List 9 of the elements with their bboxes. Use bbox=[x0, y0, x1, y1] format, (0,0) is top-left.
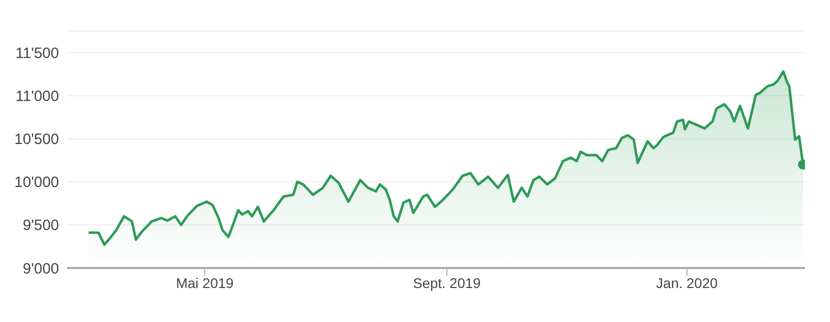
y-tick-label: 10'000 bbox=[14, 174, 59, 192]
y-tick-label: 9'500 bbox=[22, 217, 59, 234]
y-tick-label: 11'000 bbox=[16, 88, 59, 105]
x-tick-label: Jan. 2020 bbox=[656, 274, 718, 291]
y-tick-label: 11'500 bbox=[16, 44, 59, 62]
y-tick-label: 10'500 bbox=[14, 131, 59, 148]
x-tick-label: Sept. 2019 bbox=[412, 274, 481, 291]
y-tick-label: 9'000 bbox=[22, 260, 59, 278]
x-tick-label: Mai 2019 bbox=[176, 274, 234, 291]
